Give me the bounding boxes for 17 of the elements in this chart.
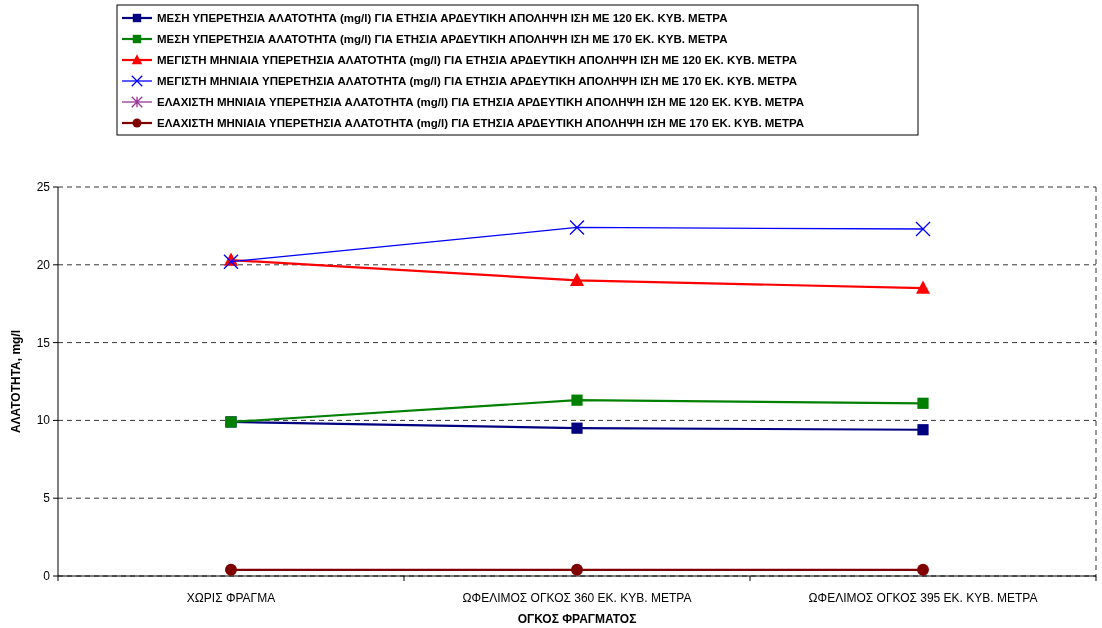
x-tick-label: ΩΦΕΛΙΜΟΣ ΟΓΚΟΣ 395 ΕΚ. ΚΥΒ. ΜΕΤΡΑ xyxy=(808,591,1038,605)
y-tick-label: 5 xyxy=(43,491,51,506)
y-axis-title: ΑΛΑΤΟΤΗΤΑ, mg/l xyxy=(9,329,23,434)
x-tick-label: ΧΩΡΙΣ ΦΡΑΓΜΑ xyxy=(186,591,276,605)
legend-label: ΜΕΓΙΣΤΗ ΜΗΝΙΑΙΑ ΥΠΕΡΕΤΗΣΙΑ ΑΛΑΤΟΤΗΤΑ (mg/l) ΓΙΑ ΕΤΗΣΙΑ ΑΡΔΕΥΤΙΚΗ ΑΠΟΛΗΨΗ ΙΣΗ ΜΕ 170 ΕΚ. ΚΥΒ. ΜΕΤΡΑ xyxy=(157,75,798,87)
y-tick-label: 20 xyxy=(36,257,51,272)
legend-label: ΜΕΣΗ ΥΠΕΡΕΤΗΣΙΑ ΑΛΑΤΟΤΗΤΑ (mg/l) ΓΙΑ ΕΤΗΣΙΑ ΑΡΔΕΥΤΙΚΗ ΑΠΟΛΗΨΗ ΙΣΗ ΜΕ 170 ΕΚ. ΚΥΒ. ΜΕΤΡΑ xyxy=(157,33,728,45)
y-tick-label: 10 xyxy=(36,413,51,428)
legend-label: ΕΛΑΧΙΣΤΗ ΜΗΝΙΑΙΑ ΥΠΕΡΕΤΗΣΙΑ ΑΛΑΤΟΤΗΤΑ (mg/l) ΓΙΑ ΕΤΗΣΙΑ ΑΡΔΕΥΤΙΚΗ ΑΠΟΛΗΨΗ ΙΣΗ ΜΕ 120 ΕΚ. ΚΥΒ. ΜΕΤΡΑ xyxy=(157,96,805,108)
x-tick-label: ΩΦΕΛΙΜΟΣ ΟΓΚΟΣ 360 ΕΚ. ΚΥΒ. ΜΕΤΡΑ xyxy=(462,591,692,605)
y-tick-label: 25 xyxy=(36,180,51,194)
y-tick-label: 0 xyxy=(43,569,51,583)
y-tick-label: 15 xyxy=(36,335,51,350)
legend-label: ΕΛΑΧΙΣΤΗ ΜΗΝΙΑΙΑ ΥΠΕΡΕΤΗΣΙΑ ΑΛΑΤΟΤΗΤΑ (mg/l) ΓΙΑ ΕΤΗΣΙΑ ΑΡΔΕΥΤΙΚΗ ΑΠΟΛΗΨΗ ΙΣΗ ΜΕ 170 ΕΚ. ΚΥΒ. ΜΕΤΡΑ xyxy=(157,117,805,129)
legend-label: ΜΕΓΙΣΤΗ ΜΗΝΙΑΙΑ ΥΠΕΡΕΤΗΣΙΑ ΑΛΑΤΟΤΗΤΑ (mg/l) ΓΙΑ ΕΤΗΣΙΑ ΑΡΔΕΥΤΙΚΗ ΑΠΟΛΗΨΗ ΙΣΗ ΜΕ 120 ΕΚ. ΚΥΒ. ΜΕΤΡΑ xyxy=(157,54,798,66)
x-axis-title: ΟΓΚΟΣ ΦΡΑΓΜΑΤΟΣ xyxy=(517,612,637,626)
legend-label: ΜΕΣΗ ΥΠΕΡΕΤΗΣΙΑ ΑΛΑΤΟΤΗΤΑ (mg/l) ΓΙΑ ΕΤΗΣΙΑ ΑΡΔΕΥΤΙΚΗ ΑΠΟΛΗΨΗ ΙΣΗ ΜΕ 120 ΕΚ. ΚΥΒ. ΜΕΤΡΑ xyxy=(157,12,728,24)
